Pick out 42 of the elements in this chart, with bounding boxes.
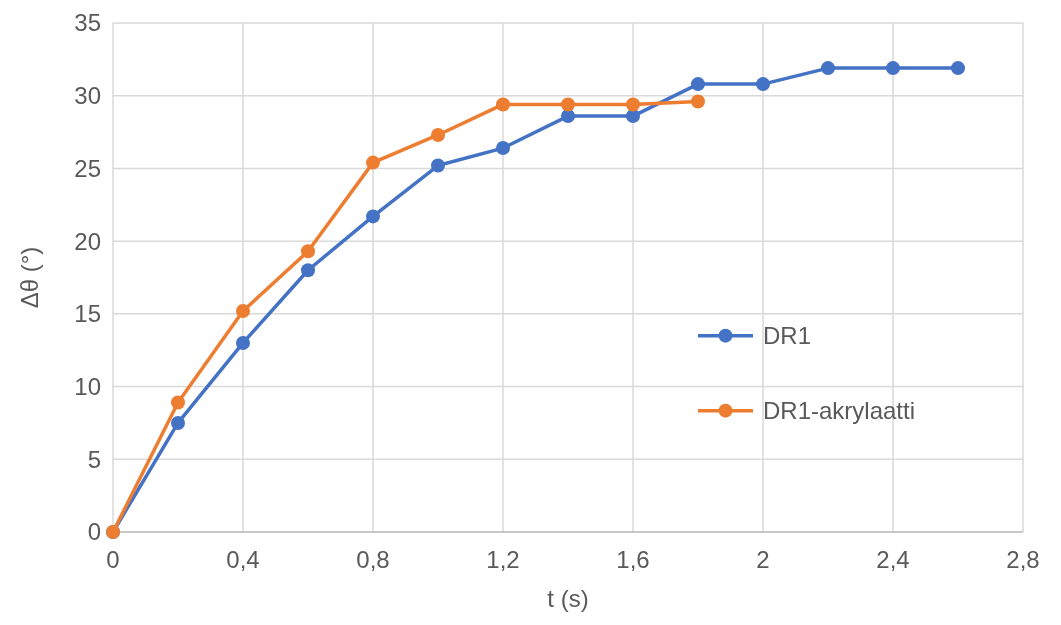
x-tick-label: 0 [106, 546, 120, 573]
y-tick-label: 25 [74, 154, 101, 182]
point [431, 127, 445, 142]
point [301, 244, 315, 259]
y-tick-label: 0 [87, 518, 101, 546]
legend-label: DR1-akrylaatti [763, 397, 916, 425]
x-tick-label: 1,6 [616, 546, 650, 573]
x-tick-label: 2,4 [876, 546, 910, 573]
point [236, 335, 250, 350]
y-tick-label: 15 [74, 300, 101, 328]
x-tick-label: 1,2 [486, 546, 520, 573]
x-axis-title: t (s) [547, 585, 589, 612]
point [626, 109, 640, 124]
x-tick-label: 2 [756, 546, 770, 573]
point [886, 61, 900, 76]
point [431, 158, 445, 173]
point [626, 97, 640, 112]
point [691, 77, 705, 92]
x-tick-label: 2,8 [1006, 546, 1040, 573]
y-tick-label: 5 [87, 445, 101, 473]
point [561, 109, 575, 124]
y-tick-label: 20 [74, 227, 101, 255]
y-tick-label: 10 [74, 372, 101, 400]
point [756, 77, 770, 92]
x-tick-label: 0,4 [226, 546, 260, 573]
y-axis-title: Δθ (°) [16, 246, 43, 309]
point [561, 97, 575, 112]
y-tick-label: 35 [74, 9, 101, 37]
point [496, 97, 510, 112]
point [301, 263, 315, 278]
point [821, 61, 835, 76]
x-tick-label: 0,8 [356, 546, 390, 573]
point [951, 61, 965, 76]
point [496, 141, 510, 156]
y-tick-label: 30 [74, 82, 101, 110]
point [366, 209, 380, 224]
legend-label: DR1 [763, 322, 812, 350]
point [366, 155, 380, 170]
point [691, 94, 705, 109]
point [236, 303, 250, 318]
point [171, 415, 185, 430]
point [171, 395, 185, 410]
